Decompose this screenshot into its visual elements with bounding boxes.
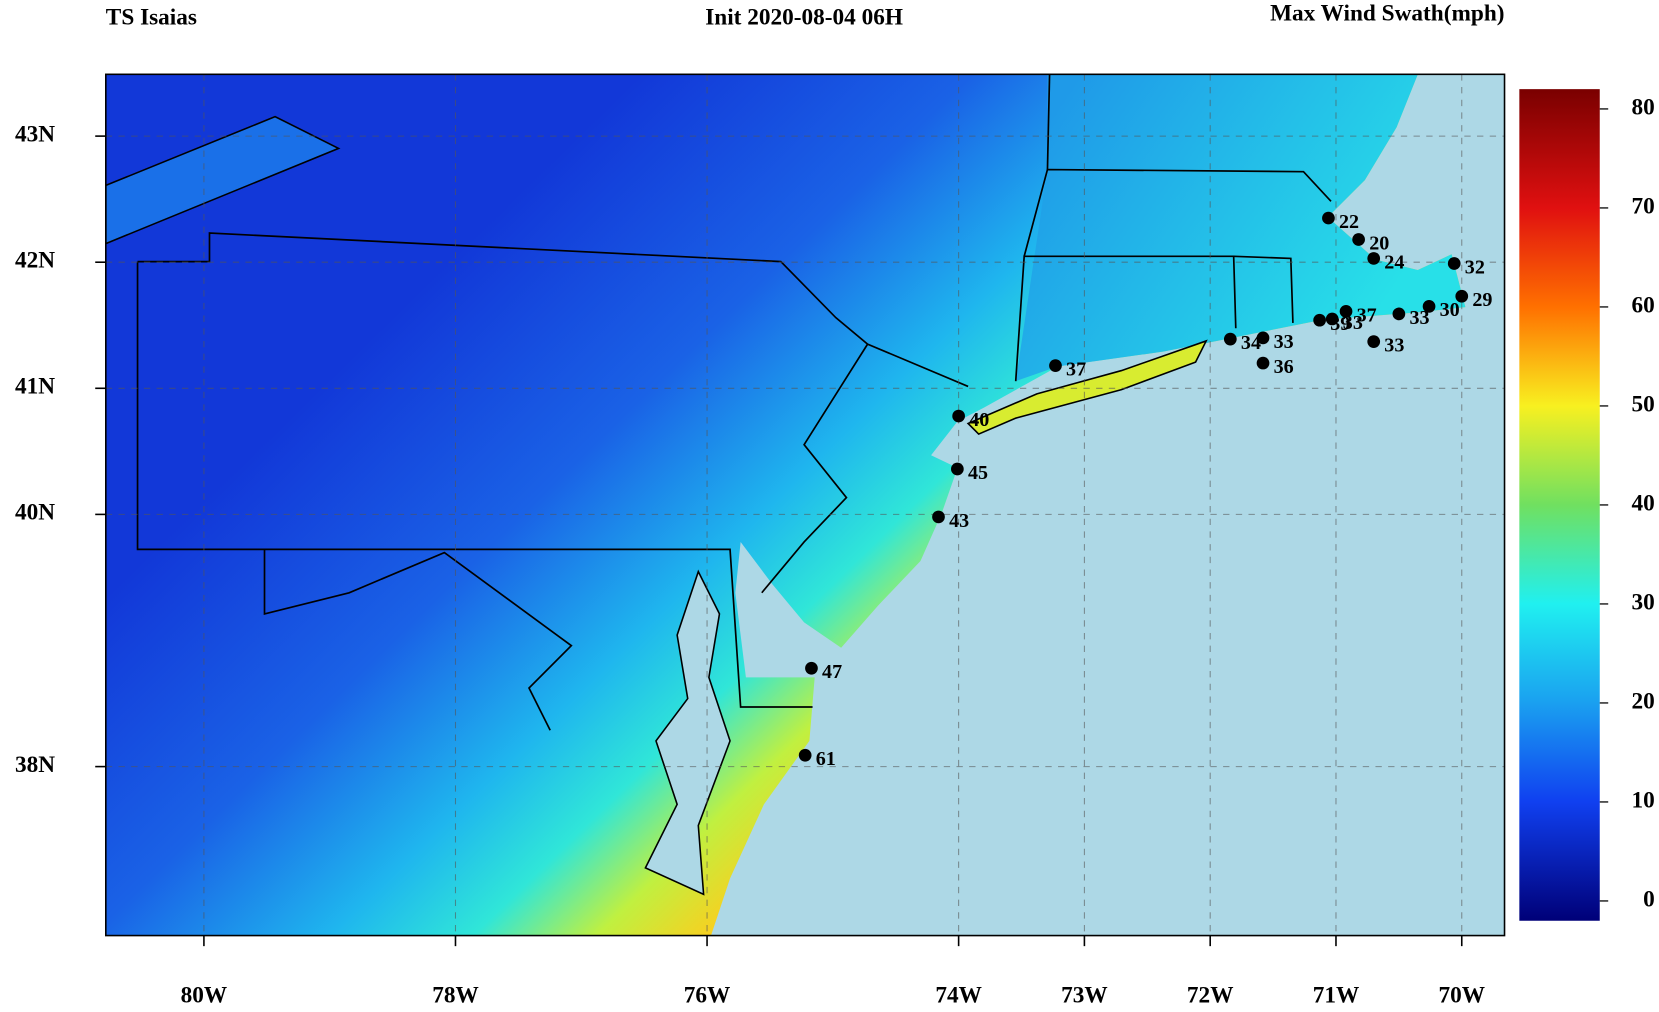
- colorbar-tick-label: 20: [1632, 688, 1655, 714]
- station-value: 33: [1343, 312, 1363, 334]
- colorbar-tick-label: 50: [1632, 391, 1655, 417]
- map-area: [105, 74, 1505, 936]
- station-value: 29: [1472, 289, 1492, 311]
- x-tick-label: 80W: [181, 982, 228, 1008]
- station-dot: [805, 661, 818, 675]
- colorbar-tick-label: 40: [1632, 490, 1655, 516]
- station-dot: [1049, 359, 1062, 372]
- station-value: 22: [1339, 211, 1359, 233]
- y-tick-label: 38N: [15, 752, 55, 778]
- station-value: 33: [1274, 331, 1294, 353]
- station-dot: [1455, 289, 1469, 303]
- colorbar-tick-label: 70: [1632, 193, 1655, 219]
- station-value: 33: [1384, 335, 1404, 357]
- x-tick-label: 70W: [1438, 982, 1485, 1008]
- x-tick-label: 78W: [432, 982, 479, 1008]
- station-value: 45: [968, 462, 988, 484]
- station-value: 39: [1330, 313, 1350, 335]
- lake-ontario: [105, 115, 341, 245]
- station-dot: [932, 510, 945, 524]
- y-tick-label: 42N: [15, 248, 55, 274]
- station-value: 37: [1357, 304, 1377, 326]
- station-value: 47: [822, 661, 842, 683]
- state-borders: [136, 74, 1332, 731]
- station-dot: [952, 409, 965, 423]
- y-tick-label: 41N: [15, 374, 55, 400]
- station-dot: [1367, 335, 1381, 348]
- y-tick-label: 40N: [15, 500, 55, 526]
- x-tick-label: 74W: [935, 982, 982, 1008]
- y-tick-label: 43N: [15, 121, 55, 147]
- station-dot: [798, 748, 812, 762]
- colorbar-tick-label: 0: [1643, 886, 1655, 912]
- station-dot: [1447, 257, 1461, 270]
- station-dot: [951, 462, 964, 476]
- long-island: [966, 339, 1208, 435]
- station-value: 40: [969, 409, 989, 431]
- station-value: 37: [1066, 359, 1086, 381]
- x-tick-label: 71W: [1313, 982, 1360, 1008]
- station-dot: [1256, 356, 1270, 370]
- legend-title: Max Wind Swath(mph): [1270, 0, 1504, 26]
- station-dot: [1392, 307, 1406, 321]
- station-dot: [1339, 305, 1353, 318]
- station-dot: [1367, 252, 1381, 265]
- station-dot: [1256, 331, 1270, 345]
- colorbar-tick-label: 30: [1632, 589, 1655, 615]
- station-dot: [1422, 299, 1436, 313]
- x-tick-label: 73W: [1061, 982, 1108, 1008]
- station-dot: [1313, 313, 1326, 327]
- colorbar-tick-label: 80: [1632, 94, 1655, 120]
- colorbar-tick-label: 10: [1632, 787, 1655, 813]
- station-value: 24: [1384, 251, 1404, 273]
- x-tick-label: 72W: [1187, 982, 1234, 1008]
- station-value: 34: [1241, 332, 1261, 354]
- station-value: 36: [1274, 356, 1294, 378]
- station-value: 43: [949, 510, 969, 532]
- station-value: 20: [1369, 232, 1389, 254]
- x-tick-label: 76W: [684, 982, 731, 1008]
- station-dot: [1223, 332, 1237, 346]
- station-value: 30: [1440, 299, 1460, 321]
- title: TS Isaias: [106, 5, 197, 31]
- grid: 80W 78W 76W 74W 73W 72W 71W 70W 38N 40N 41N 42N 43N: [15, 74, 1505, 1008]
- station-dot: [1322, 211, 1335, 225]
- subtitle: Init 2020-08-04 06H: [705, 5, 903, 31]
- map-frame: [105, 73, 1506, 937]
- station-dot: [1325, 312, 1339, 326]
- colorbar-tick-label: 60: [1632, 292, 1655, 318]
- colorbar: [1519, 89, 1600, 921]
- station-value: 32: [1465, 256, 1485, 278]
- station-value: 61: [816, 748, 836, 770]
- station-dot: [1352, 233, 1365, 246]
- new-england: [1015, 74, 1466, 382]
- station-value: 33: [1409, 307, 1429, 329]
- chesapeake-bay: [644, 569, 731, 896]
